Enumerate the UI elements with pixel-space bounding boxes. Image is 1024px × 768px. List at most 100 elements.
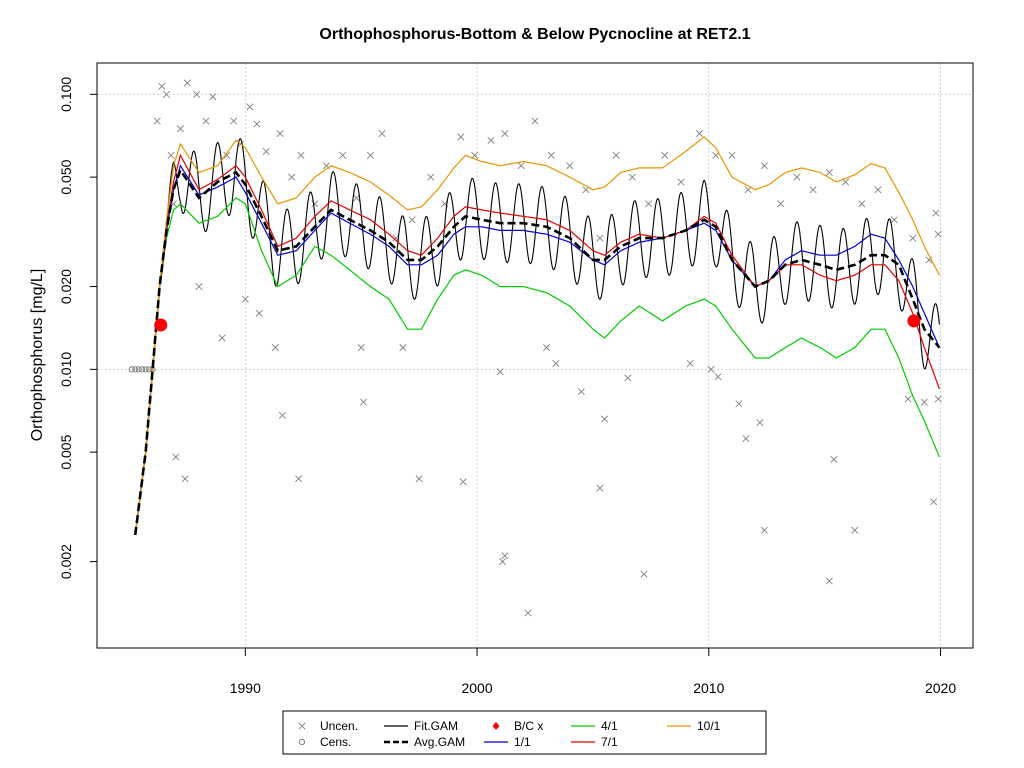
uncensored-point xyxy=(890,216,898,224)
uncensored-point xyxy=(777,200,785,208)
uncensored-point xyxy=(253,120,261,128)
y-axis-label: Orthophosphorus [mg/L] xyxy=(29,269,46,442)
censored-point xyxy=(139,366,146,373)
uncensored-point xyxy=(230,117,238,125)
uncensored-point xyxy=(339,151,347,159)
uncensored-point xyxy=(735,400,743,408)
y-tick-label: 0.020 xyxy=(58,269,74,304)
uncensored-point xyxy=(499,558,507,566)
legend-label: Fit.GAM xyxy=(414,719,458,733)
legend-label: Avg.GAM xyxy=(414,735,465,749)
uncensored-point xyxy=(202,117,210,125)
uncensored-point xyxy=(262,147,270,155)
uncensored-point xyxy=(415,475,423,483)
uncensored-point xyxy=(842,178,850,186)
uncensored-point xyxy=(276,130,284,138)
y-tick-label: 0.002 xyxy=(58,544,74,579)
uncensored-point xyxy=(596,484,604,492)
uncensored-point xyxy=(742,435,750,443)
uncensored-point xyxy=(874,186,882,194)
uncensored-point xyxy=(223,151,231,159)
uncensored-point xyxy=(686,360,694,368)
uncensored-point xyxy=(172,453,180,461)
uncensored-point xyxy=(932,209,940,217)
uncensored-point xyxy=(756,419,764,427)
uncensored-point xyxy=(645,200,653,208)
uncensored-point xyxy=(359,398,368,406)
bc-marker xyxy=(907,314,921,328)
series-line-1-1 xyxy=(134,164,940,535)
uncensored-point xyxy=(830,456,838,464)
censored-point xyxy=(128,366,135,373)
legend-symbol xyxy=(298,722,306,730)
uncensored-point xyxy=(366,151,374,159)
series-line-avg-gam xyxy=(133,167,941,536)
uncensored-point xyxy=(543,344,551,352)
legend-label: Uncen. xyxy=(320,719,358,733)
uncensored-point xyxy=(183,79,191,87)
legend-label: 10/1 xyxy=(697,719,721,733)
uncensored-point xyxy=(714,373,722,381)
uncensored-point xyxy=(297,151,305,159)
grid-lines xyxy=(97,63,973,648)
uncensored-point xyxy=(601,415,609,423)
uncensored-point xyxy=(278,411,286,419)
uncensored-point xyxy=(158,82,166,90)
series-line-7-1 xyxy=(134,153,940,535)
uncensored-point xyxy=(712,151,720,159)
uncensored-point xyxy=(696,130,704,138)
uncensored-point xyxy=(496,368,504,376)
chart-title: Orthophosphorus-Bottom & Below Pycnoclin… xyxy=(319,26,750,43)
uncensored-point xyxy=(457,133,465,141)
uncensored-point xyxy=(241,295,249,303)
legend-label: 4/1 xyxy=(601,719,618,733)
uncensored-point xyxy=(399,344,407,352)
uncensored-point xyxy=(920,398,928,406)
censored-point xyxy=(132,366,139,373)
x-tick-label: 2020 xyxy=(925,680,956,696)
censored-point xyxy=(142,366,149,373)
uncensored-point xyxy=(552,360,560,368)
y-tick-label: 0.005 xyxy=(58,434,74,469)
uncensored-point xyxy=(195,283,203,291)
uncensored-point xyxy=(930,498,938,506)
uncensored-point xyxy=(271,344,279,352)
uncensored-point xyxy=(501,552,509,560)
uncensored-point xyxy=(596,234,604,242)
x-tick-label: 1990 xyxy=(230,680,261,696)
uncensored-point xyxy=(612,151,620,159)
uncensored-point xyxy=(181,475,189,483)
series-line-4-1 xyxy=(134,197,940,535)
uncensored-point xyxy=(163,90,171,98)
highlight-markers xyxy=(154,314,921,332)
axes: 1990 2000 2010 2020 0.002 0.005 0.010 0.020 0.05… xyxy=(58,77,956,696)
uncensored-point xyxy=(809,186,817,194)
uncensored-point xyxy=(408,216,416,224)
x-tick-label: 2000 xyxy=(461,680,492,696)
uncensored-point xyxy=(566,162,574,170)
uncensored-point xyxy=(357,344,365,352)
legend-symbol xyxy=(492,722,500,730)
censored-point xyxy=(135,366,142,373)
uncensored-point xyxy=(501,130,509,138)
uncensored-point xyxy=(934,230,942,238)
uncensored-point xyxy=(427,173,435,181)
uncensored-point xyxy=(531,117,539,125)
legend: Uncen. Cens. Fit.GAM Avg.GAM B/C x 1/1 4/1 7/1 1… xyxy=(282,710,767,755)
uncensored-point xyxy=(288,173,296,181)
uncensored-point xyxy=(209,93,217,101)
legend-label: 1/1 xyxy=(514,735,531,749)
legend-label: 7/1 xyxy=(601,735,618,749)
uncensored-point xyxy=(295,475,303,483)
uncensored-point xyxy=(760,162,768,170)
uncensored-point xyxy=(353,194,361,202)
y-tick-label: 0.100 xyxy=(58,77,74,112)
series-lines xyxy=(133,136,941,536)
y-tick-label: 0.050 xyxy=(58,159,74,194)
uncensored-point xyxy=(793,173,801,181)
uncensored-point xyxy=(707,365,715,373)
y-tick-label: 0.010 xyxy=(58,352,74,387)
legend-label: Cens. xyxy=(320,735,351,749)
censored-point xyxy=(146,366,153,373)
